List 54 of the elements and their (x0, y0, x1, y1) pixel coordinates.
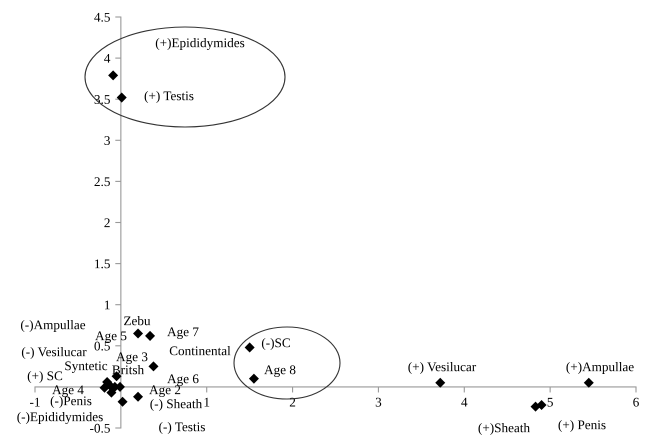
annotation: (+)Epididymides (156, 38, 244, 50)
annotation: (-)SC (262, 338, 290, 350)
y-tick-label: 3 (104, 136, 110, 146)
y-tick-label: 1.5 (95, 259, 110, 268)
x-tick-label: 1 (204, 398, 210, 406)
x-tick-label: 3 (376, 398, 382, 407)
annotation: Age 4 (52, 385, 84, 397)
annotation: (+) Vesilucar (408, 362, 476, 374)
x-tick-label: 6 (633, 398, 639, 407)
y-tick-label: 0.5 (94, 342, 110, 351)
annotation: Age 2 (149, 385, 180, 397)
annotation: (-) Testis (159, 422, 205, 434)
point (118, 396, 128, 407)
annotation: (+) Testis (144, 91, 194, 103)
y-tick-label: 4 (104, 54, 110, 63)
point (116, 92, 127, 103)
annotation: Age 8 (264, 365, 296, 377)
annotation: Age 3 (116, 352, 148, 364)
y-tick-label: 2.5 (94, 177, 110, 186)
point (133, 392, 144, 402)
point (106, 388, 116, 398)
y-tick-label: -0.5 (90, 424, 110, 433)
annotation: Zebu (124, 316, 150, 326)
point (435, 378, 446, 388)
point (536, 400, 547, 410)
annotation: Age 6 (167, 374, 199, 386)
point (244, 342, 255, 352)
annotation: (-)Penis (50, 396, 92, 408)
annotation: Britsh (112, 365, 144, 374)
annotation: (-)Epididymides (17, 412, 103, 424)
annotation: Age 5 (95, 331, 126, 343)
x-tick-label: 5 (548, 398, 553, 407)
point (145, 330, 156, 341)
x-tick-label: 4 (461, 398, 468, 406)
x-tick-label: -1 (30, 398, 40, 406)
annotation: (+)Sheath (478, 423, 530, 435)
point (584, 378, 594, 388)
point (108, 70, 118, 80)
annotation: Syntetic (65, 361, 108, 373)
annotation: (+) Penis (558, 420, 606, 432)
point (248, 374, 259, 384)
annotation: (-)Ampullae (20, 320, 86, 332)
annotation: (-) Vesilucar (22, 347, 87, 359)
y-tick-label: 2 (104, 218, 110, 228)
annotation: Continental (170, 346, 231, 356)
annotation: Age 7 (167, 327, 199, 339)
annotation: (-) Sheath (150, 399, 202, 411)
annotation: (+)Ampullae (566, 362, 634, 374)
y-tick-label: 1 (105, 300, 110, 310)
point (100, 382, 110, 393)
y-tick-label: 4.5 (94, 12, 110, 22)
point (133, 328, 144, 338)
annotation: (+) SC (28, 371, 62, 383)
point (148, 361, 158, 372)
